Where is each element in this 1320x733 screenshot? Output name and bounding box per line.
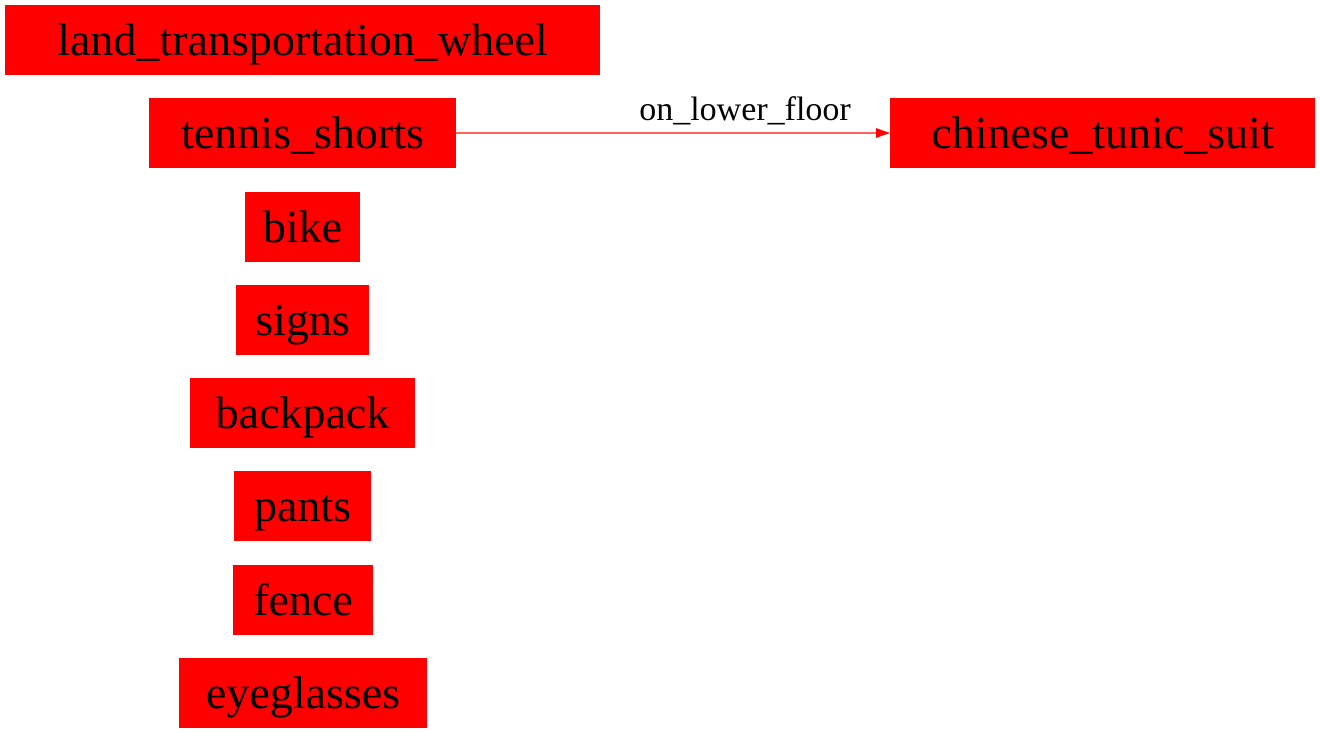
node-pants[interactable]: pants bbox=[234, 471, 371, 541]
node-bike[interactable]: bike bbox=[245, 192, 360, 262]
node-tennis-shorts[interactable]: tennis_shorts bbox=[149, 98, 456, 168]
node-eyeglasses[interactable]: eyeglasses bbox=[179, 658, 427, 728]
node-backpack[interactable]: backpack bbox=[190, 378, 415, 448]
edge-label-on-lower-floor: on_lower_floor bbox=[639, 91, 851, 128]
node-fence[interactable]: fence bbox=[233, 565, 373, 635]
node-signs[interactable]: signs bbox=[236, 285, 369, 355]
node-chinese-tunic-suit[interactable]: chinese_tunic_suit bbox=[890, 98, 1315, 168]
node-land-transportation-wheel[interactable]: land_transportation_wheel bbox=[5, 5, 600, 75]
